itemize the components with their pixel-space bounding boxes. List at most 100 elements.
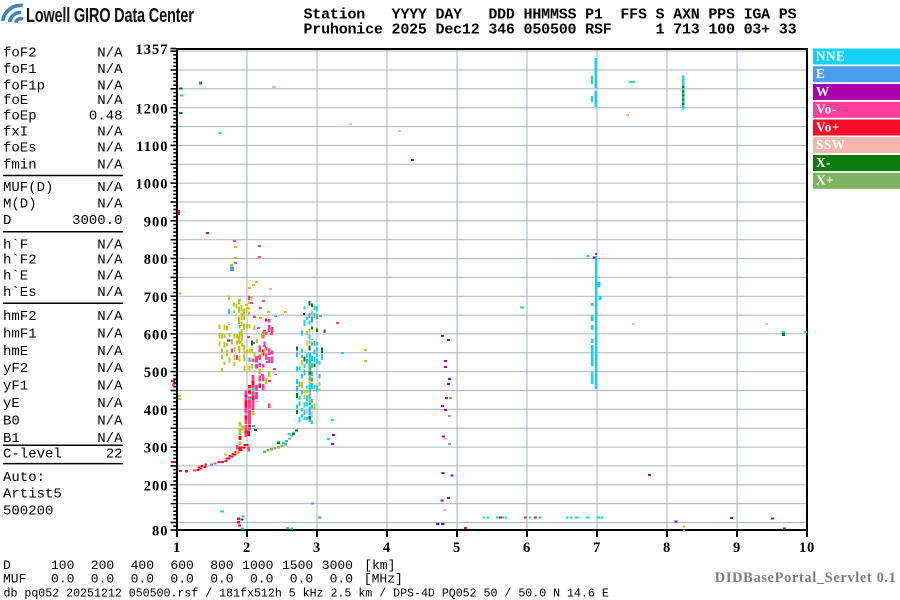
svg-text:0.0: 0.0 (170, 572, 193, 587)
svg-text:db pq052 20251212 050500.rsf /: db pq052 20251212 050500.rsf / 181fx512h… (4, 588, 609, 600)
svg-text:0.0: 0.0 (131, 572, 154, 587)
svg-text:6: 6 (523, 540, 531, 556)
svg-text:N/A: N/A (97, 413, 123, 429)
svg-text:foEp: foEp (3, 109, 37, 125)
svg-text:800: 800 (144, 252, 169, 268)
svg-text:1357: 1357 (136, 42, 169, 58)
svg-text:B1: B1 (3, 431, 20, 447)
svg-text:W: W (816, 84, 830, 99)
svg-text:8: 8 (663, 540, 671, 556)
svg-text:Artist5: Artist5 (3, 487, 62, 503)
svg-text:500: 500 (144, 365, 169, 381)
svg-text:h`E: h`E (3, 269, 28, 285)
svg-text:4: 4 (383, 540, 391, 556)
svg-text:600: 600 (170, 558, 193, 573)
svg-text:NNE: NNE (816, 48, 845, 63)
svg-text:N/A: N/A (97, 396, 123, 412)
svg-text:0.0: 0.0 (91, 572, 114, 587)
svg-text:3: 3 (313, 540, 321, 556)
svg-text:hmE: hmE (3, 344, 28, 360)
svg-text:C-level: C-level (3, 447, 62, 463)
svg-text:N/A: N/A (97, 431, 123, 447)
svg-text:N/A: N/A (97, 253, 123, 269)
svg-text:22: 22 (106, 447, 123, 463)
svg-text:fxI: fxI (3, 125, 28, 141)
svg-text:0.0: 0.0 (330, 572, 353, 587)
svg-text:N/A: N/A (97, 361, 123, 377)
svg-text:foF2: foF2 (3, 46, 37, 62)
svg-text:N/A: N/A (97, 158, 123, 174)
svg-text:fmin: fmin (3, 158, 37, 174)
svg-text:2: 2 (243, 540, 251, 556)
svg-text:N/A: N/A (97, 344, 123, 360)
svg-text:yF2: yF2 (3, 361, 28, 377)
svg-text:D: D (3, 213, 11, 229)
svg-text:200: 200 (91, 558, 114, 573)
svg-text:N/A: N/A (97, 269, 123, 285)
svg-text:E: E (816, 66, 825, 81)
svg-text:1500: 1500 (282, 558, 313, 573)
svg-text:M(D): M(D) (3, 196, 37, 212)
svg-text:100: 100 (51, 558, 74, 573)
svg-text:h`F: h`F (3, 238, 28, 254)
svg-text:SSW: SSW (816, 137, 845, 152)
svg-text:MUF: MUF (3, 572, 26, 587)
svg-text:Lowell GIRO Data Center: Lowell GIRO Data Center (26, 4, 194, 27)
svg-text:Pruhonice 2025 Dec12 346 05050: Pruhonice 2025 Dec12 346 050500 RSF 1 71… (304, 22, 797, 39)
svg-text:foE: foE (3, 93, 28, 109)
svg-text:hmF2: hmF2 (3, 309, 37, 325)
svg-text:5: 5 (453, 540, 461, 556)
svg-text:N/A: N/A (97, 238, 123, 254)
svg-text:N/A: N/A (97, 141, 123, 157)
svg-text:80: 80 (152, 524, 169, 540)
svg-text:600: 600 (144, 328, 169, 344)
svg-text:0.0: 0.0 (51, 572, 74, 587)
svg-text:B0: B0 (3, 413, 20, 429)
svg-text:[MHz]: [MHz] (364, 572, 403, 587)
svg-text:Vo-: Vo- (816, 102, 837, 117)
svg-text:N/A: N/A (97, 196, 123, 212)
svg-text:0.0: 0.0 (290, 572, 313, 587)
svg-text:400: 400 (131, 558, 154, 573)
svg-text:Auto:: Auto: (3, 470, 45, 486)
svg-text:1000: 1000 (136, 177, 169, 193)
svg-text:1000: 1000 (242, 558, 273, 573)
svg-text:Station YYYY DAY DDD HHMMS: Station YYYY DAY DDD HHMMSS P1 FFS S AXN… (304, 6, 797, 23)
svg-text:N/A: N/A (97, 125, 123, 141)
svg-text:3000: 3000 (322, 558, 353, 573)
svg-text:900: 900 (144, 214, 169, 230)
svg-text:700: 700 (144, 290, 169, 306)
svg-text:foF1p: foF1p (3, 78, 45, 94)
svg-text:N/A: N/A (97, 93, 123, 109)
svg-text:hmF1: hmF1 (3, 326, 37, 342)
svg-text:D: D (3, 558, 11, 573)
svg-text:N/A: N/A (97, 62, 123, 78)
svg-text:9: 9 (733, 540, 741, 556)
svg-text:500200: 500200 (3, 504, 53, 520)
svg-text:300: 300 (144, 441, 169, 457)
svg-text:1: 1 (173, 540, 181, 556)
svg-text:3000.0: 3000.0 (72, 213, 122, 229)
svg-text:N/A: N/A (97, 180, 123, 196)
svg-text:N/A: N/A (97, 309, 123, 325)
svg-text:foF1: foF1 (3, 62, 37, 78)
svg-text:MUF(D): MUF(D) (3, 180, 53, 196)
svg-text:800: 800 (210, 558, 233, 573)
svg-text:N/A: N/A (97, 326, 123, 342)
svg-text:1100: 1100 (136, 139, 168, 155)
svg-text:h`Es: h`Es (3, 285, 37, 301)
svg-text:200: 200 (144, 478, 169, 494)
svg-text:400: 400 (144, 403, 169, 419)
svg-text:h`F2: h`F2 (3, 253, 37, 269)
svg-text:Vo+: Vo+ (816, 119, 840, 134)
svg-text:yE: yE (3, 396, 20, 412)
svg-text:X+: X+ (816, 173, 834, 188)
svg-text:0.0: 0.0 (210, 572, 233, 587)
svg-text:N/A: N/A (97, 285, 123, 301)
svg-text:N/A: N/A (97, 379, 123, 395)
svg-text:foEs: foEs (3, 141, 37, 157)
svg-text:1200: 1200 (136, 101, 169, 117)
svg-text:0.0: 0.0 (250, 572, 273, 587)
svg-text:7: 7 (593, 540, 601, 556)
svg-text:10: 10 (799, 540, 815, 556)
